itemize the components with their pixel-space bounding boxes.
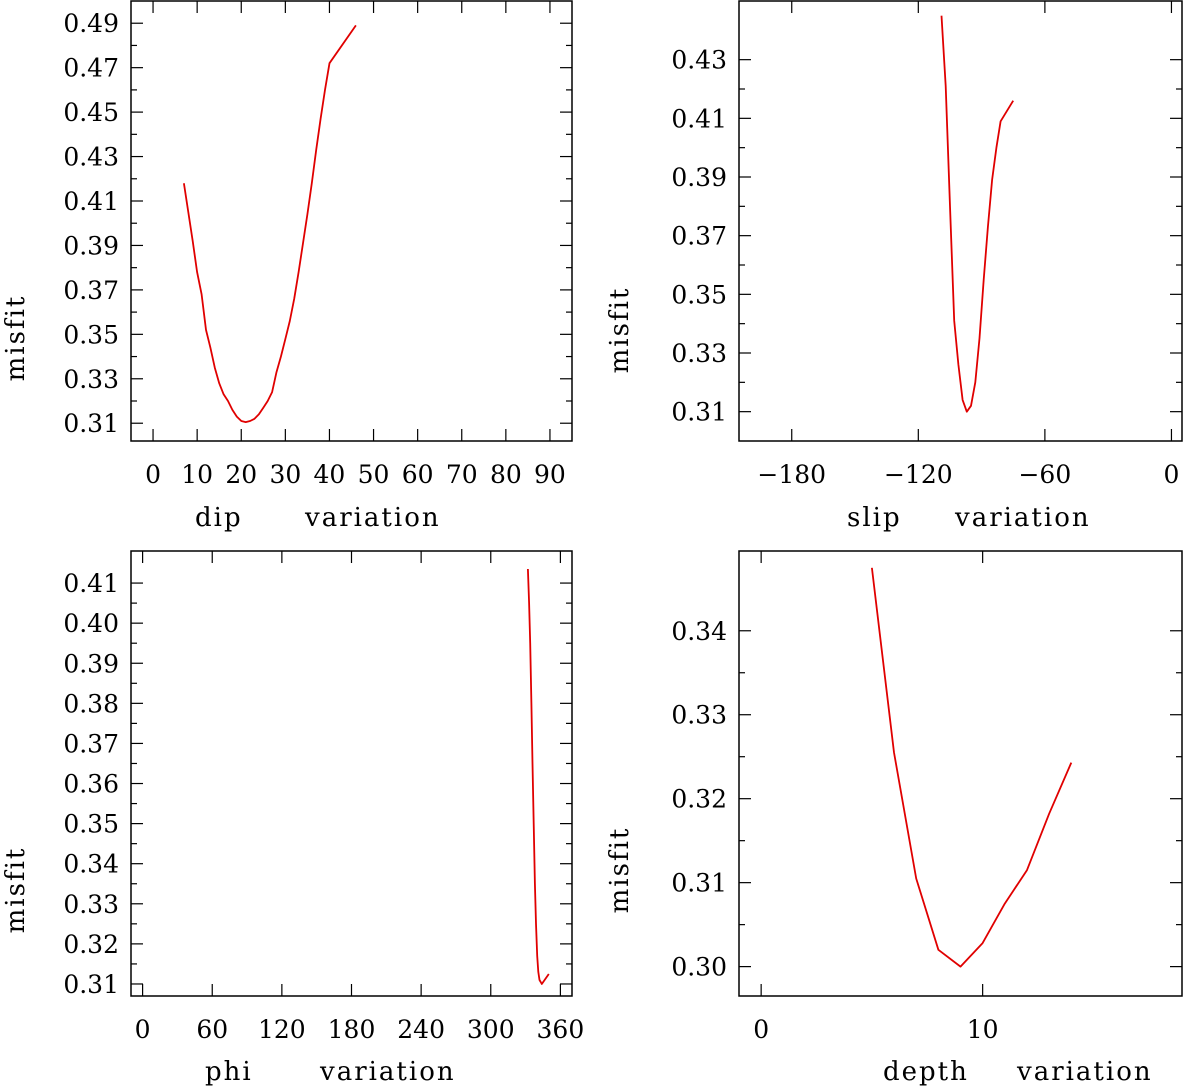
dip-x-tick-label: 50 (358, 460, 390, 489)
dip-y-tick-label: 0.35 (63, 320, 119, 349)
dip-x-tick-label: 10 (181, 460, 213, 489)
dip-y-tick-label: 0.45 (63, 98, 119, 127)
depth-y-tick-label: 0.31 (671, 869, 727, 898)
slip-y-tick-label: 0.35 (671, 280, 727, 309)
slip-misfit-curve (940, 15, 1014, 413)
slip-y-tick-label: 0.31 (671, 398, 727, 427)
depth-x-axis-label-variation: variation (1016, 1057, 1153, 1086)
depth-y-tick-label: 0.33 (671, 701, 727, 730)
dip-y-axis-label: misfit (1, 295, 31, 382)
dip-x-tick-label: 90 (534, 460, 566, 489)
dip-x-tick-label: 20 (225, 460, 257, 489)
phi-x-tick-label: 360 (537, 1015, 585, 1044)
phi-y-tick-label: 0.31 (63, 970, 119, 999)
dip-x-tick-label: 0 (145, 460, 161, 489)
dip-x-tick-label: 30 (269, 460, 301, 489)
phi-x-tick-label: 0 (135, 1015, 151, 1044)
dip-x-axis-label-variation: variation (304, 503, 441, 533)
slip-x-tick-label: −60 (1018, 460, 1071, 489)
phi-x-tick-label: 60 (196, 1015, 228, 1044)
phi-x-tick-label: 300 (467, 1015, 515, 1044)
dip-plot-frame (130, 0, 573, 442)
phi-y-tick-label: 0.32 (63, 930, 119, 959)
phi-x-tick-label: 120 (258, 1015, 306, 1044)
slip-x-tick-label: 0 (1163, 460, 1179, 489)
phi-y-tick-label: 0.39 (63, 649, 119, 678)
dip-y-tick-label: 0.33 (63, 365, 119, 394)
depth-y-tick-label: 0.32 (671, 785, 727, 814)
depth-x-tick-label: 0 (753, 1015, 769, 1044)
phi-y-tick-label: 0.35 (63, 810, 119, 839)
slip-y-tick-label: 0.33 (671, 339, 727, 368)
dip-y-tick-label: 0.31 (63, 409, 119, 438)
depth-misfit-curve (871, 567, 1073, 968)
depth-plot-frame (738, 550, 1183, 997)
dip-x-tick-label: 60 (402, 460, 434, 489)
dip-y-tick-label: 0.41 (63, 187, 119, 216)
dip-y-tick-label: 0.39 (63, 231, 119, 260)
dip-x-tick-label: 80 (490, 460, 522, 489)
phi-y-tick-label: 0.41 (63, 569, 119, 598)
phi-y-tick-label: 0.36 (63, 770, 119, 799)
depth-y-axis-label: misfit (605, 827, 635, 914)
slip-plot-frame (738, 0, 1183, 442)
phi-y-tick-label: 0.34 (63, 850, 119, 879)
phi-x-tick-label: 180 (328, 1015, 376, 1044)
dip-y-tick-label: 0.43 (63, 143, 119, 172)
slip-y-tick-label: 0.39 (671, 163, 727, 192)
slip-y-tick-label: 0.37 (671, 222, 727, 251)
dip-y-tick-label: 0.49 (63, 9, 119, 38)
slip-x-axis-label-name: slip (847, 503, 902, 533)
depth-x-tick-label: 10 (967, 1015, 999, 1044)
phi-y-tick-label: 0.38 (63, 689, 119, 718)
phi-x-axis-label-name: phi (205, 1057, 253, 1086)
dip-x-tick-label: 40 (314, 460, 346, 489)
dip-x-tick-label: 70 (446, 460, 478, 489)
phi-y-axis-label: misfit (1, 847, 31, 934)
dip-y-tick-label: 0.37 (63, 276, 119, 305)
phi-y-tick-label: 0.40 (63, 609, 119, 638)
dip-x-axis-label-name: dip (195, 503, 243, 533)
dip-misfit-curve (183, 24, 357, 424)
phi-x-tick-label: 240 (397, 1015, 445, 1044)
phi-y-tick-label: 0.33 (63, 890, 119, 919)
depth-x-axis-label-name: depth (883, 1057, 969, 1086)
dip-y-tick-label: 0.47 (63, 54, 119, 83)
phi-misfit-curve (527, 568, 550, 985)
slip-y-axis-label: misfit (605, 287, 635, 374)
phi-y-tick-label: 0.37 (63, 729, 119, 758)
phi-x-axis-label-variation: variation (319, 1057, 456, 1086)
phi-plot-frame (130, 550, 573, 997)
slip-x-tick-label: −180 (757, 460, 826, 489)
slip-y-tick-label: 0.41 (671, 104, 727, 133)
depth-y-tick-label: 0.34 (671, 617, 727, 646)
slip-y-tick-label: 0.43 (671, 46, 727, 75)
slip-x-tick-label: −120 (884, 460, 953, 489)
slip-x-axis-label-variation: variation (954, 503, 1091, 533)
depth-y-tick-label: 0.30 (671, 953, 727, 982)
